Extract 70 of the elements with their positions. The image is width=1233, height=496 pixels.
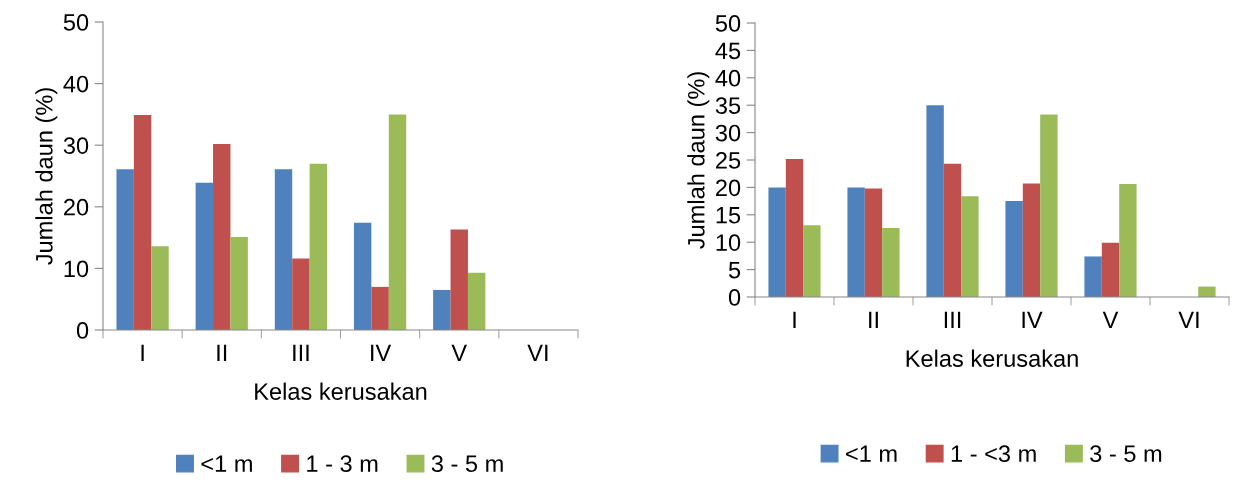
bar <box>1119 184 1137 297</box>
bar <box>803 225 821 297</box>
x-tick-label: VI <box>1178 311 1199 328</box>
y-tick-label: 20 <box>716 179 741 197</box>
bar <box>926 105 944 297</box>
bar <box>433 289 451 330</box>
bar <box>151 246 169 330</box>
y-tick-label: 30 <box>715 124 741 142</box>
y-tick-label: 40 <box>63 75 89 93</box>
bar <box>1005 201 1023 297</box>
x-tick-label: VI <box>527 344 548 361</box>
legend-label: 3 - 5 m <box>1090 445 1162 463</box>
x-tick-label: III <box>944 311 961 328</box>
bar <box>274 169 293 330</box>
y-axis-title: Jumlah daun (%) <box>35 88 58 265</box>
x-tick-label: I <box>793 311 796 328</box>
bar <box>864 188 883 297</box>
bar <box>195 182 214 330</box>
bar <box>961 196 979 297</box>
bar <box>213 143 231 330</box>
y-tick-label: 15 <box>716 207 741 224</box>
y-tick-label: 5 <box>728 261 741 279</box>
legend-label: 1 - <3 m <box>951 445 1036 463</box>
bar <box>292 258 310 330</box>
x-tick-label: IV <box>371 344 392 361</box>
y-tick-label: 0 <box>76 322 89 339</box>
legend-label: <1 m <box>846 445 897 462</box>
bar <box>467 272 486 330</box>
y-tick-label: 40 <box>715 69 741 87</box>
y-tick-label: 20 <box>64 198 89 216</box>
y-tick-label: 45 <box>715 42 741 60</box>
bar <box>353 222 372 330</box>
bar <box>785 158 804 297</box>
y-tick-label: 50 <box>63 14 89 31</box>
bar <box>388 114 407 330</box>
x-tick-label: I <box>141 344 144 361</box>
y-tick-label: 10 <box>716 234 741 251</box>
x-axis-title: Kelas kerusakan <box>906 349 1078 367</box>
bar <box>768 187 786 297</box>
bar <box>847 187 865 297</box>
bar <box>1101 242 1120 297</box>
bar <box>371 286 389 330</box>
x-tick-label: IV <box>1022 311 1043 328</box>
bar <box>133 115 152 330</box>
legend-label: 1 - 3 m <box>307 455 378 473</box>
y-tick-label: 35 <box>715 97 741 114</box>
bar <box>1040 114 1058 297</box>
x-tick-label: II <box>217 344 227 361</box>
legend-label: 3 - 5 m <box>431 455 503 473</box>
x-tick-label: III <box>293 344 309 361</box>
bar <box>882 227 900 297</box>
y-tick-label: 25 <box>716 152 741 169</box>
bar <box>116 169 134 330</box>
bar <box>450 229 468 330</box>
y-tick-label: 50 <box>715 15 741 32</box>
bar <box>1198 286 1216 297</box>
bar <box>943 163 962 297</box>
bar <box>230 236 248 330</box>
x-axis-title: Kelas kerusakan <box>255 382 427 400</box>
bar <box>309 163 328 330</box>
bar <box>1022 183 1041 297</box>
y-tick-label: 30 <box>63 137 89 154</box>
legend-label: <1 m <box>201 455 252 472</box>
y-axis-title: Jumlah daun (%) <box>687 72 710 249</box>
bar <box>1084 256 1102 297</box>
x-tick-label: V <box>1102 311 1119 328</box>
x-tick-label: II <box>869 311 878 328</box>
x-tick-label: V <box>451 344 468 361</box>
y-tick-label: 0 <box>728 289 741 306</box>
y-tick-label: 10 <box>64 260 89 278</box>
